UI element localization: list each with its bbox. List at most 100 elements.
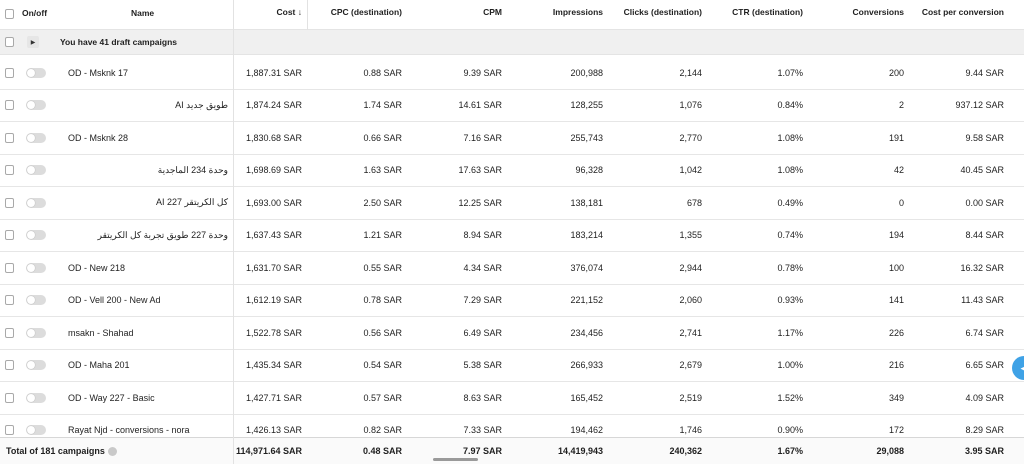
header-cost-per-conversion[interactable]: Cost per conversion (921, 7, 1004, 17)
cell-impressions: 183,214 (570, 230, 603, 241)
header-cpm[interactable]: CPM (483, 7, 502, 17)
cell-cpm: 14.61 SAR (458, 100, 502, 111)
campaign-toggle[interactable] (26, 262, 46, 273)
cell-clicks: 2,770 (679, 132, 702, 143)
campaign-toggle[interactable] (26, 230, 46, 241)
table-row[interactable]: كل الكريتقر AI 227 1,693.00 SAR 2.50 SAR 12… (0, 187, 1024, 220)
table-row[interactable]: OD - Msknk 28 1,830.68 SAR 0.66 SAR 7.16 SA… (0, 122, 1024, 155)
cell-conversions: 200 (888, 67, 904, 78)
campaign-name[interactable]: OD - Msknk 17 (68, 67, 129, 78)
campaign-toggle[interactable] (26, 67, 46, 78)
campaign-name[interactable]: OD - Vell 200 - New Ad (68, 295, 161, 306)
draft-checkbox[interactable] (5, 37, 14, 47)
table-row[interactable]: msakn - Shahad 1,522.78 SAR 0.56 SAR 6.49 S… (0, 317, 1024, 350)
cell-ctr: 1.07% (777, 67, 803, 78)
select-all-checkbox-cell[interactable] (0, 0, 14, 29)
campaign-name[interactable]: OD - Way 227 - Basic (68, 392, 155, 403)
campaign-toggle[interactable] (26, 425, 46, 436)
row-checkbox[interactable] (5, 295, 14, 306)
row-checkbox[interactable] (5, 165, 14, 176)
campaign-name[interactable]: طويق جديد AI (175, 99, 228, 110)
row-checkbox-cell (0, 317, 14, 349)
campaign-toggle[interactable] (26, 360, 46, 371)
cell-cost: 1,637.43 SAR (245, 230, 302, 241)
header-impressions[interactable]: Impressions (552, 7, 603, 17)
cell-cpco: 9.44 SAR (965, 67, 1004, 78)
table-row[interactable]: وحدة 234 الماجدية 1,698.69 SAR 1.63 SAR 17.… (0, 155, 1024, 187)
row-checkbox[interactable] (5, 197, 14, 208)
campaign-name[interactable]: Rayat Njd - conversions - nora (68, 425, 190, 436)
row-checkbox-cell (0, 350, 14, 382)
cell-clicks: 2,060 (679, 295, 702, 306)
info-icon[interactable] (107, 446, 117, 456)
campaign-toggle[interactable] (26, 132, 46, 143)
table-row[interactable]: طويق جديد AI 1,874.24 SAR 1.74 SAR 14.61 SA… (0, 90, 1024, 122)
horizontal-scrollbar[interactable] (433, 458, 478, 461)
total-impressions: 14,419,943 (557, 446, 603, 456)
row-checkbox[interactable] (5, 327, 14, 338)
cell-cpc: 0.88 SAR (363, 67, 402, 78)
cell-clicks: 1,355 (679, 230, 702, 241)
header-clicks[interactable]: Clicks (destination) (623, 7, 702, 17)
campaign-toggle[interactable] (26, 197, 46, 208)
cell-cpco: 11.43 SAR (961, 295, 1004, 306)
header-conversions[interactable]: Conversions (852, 7, 905, 17)
cell-cost: 1,426.13 SAR (245, 425, 302, 436)
table-header: On/off Name Cost ↓ CPC (destination) CPM… (0, 0, 1024, 30)
header-name[interactable]: Name (131, 8, 155, 18)
draft-campaigns-row[interactable]: ▶ You have 41 draft campaigns (0, 30, 1024, 55)
row-toggle-cell (14, 187, 60, 219)
cell-cpm: 7.29 SAR (463, 295, 502, 306)
header-onoff[interactable]: On/off (22, 8, 48, 18)
row-checkbox-cell (0, 285, 14, 317)
table-row[interactable]: OD - Msknk 17 1,887.31 SAR 0.88 SAR 9.39 SA… (0, 57, 1024, 90)
campaign-toggle[interactable] (26, 100, 46, 111)
campaign-name[interactable]: msakn - Shahad (68, 327, 134, 338)
row-checkbox[interactable] (5, 262, 14, 273)
cell-clicks: 1,042 (679, 165, 702, 176)
cell-impressions: 200,988 (570, 67, 603, 78)
total-cost-per-conversion: 3.95 SAR (964, 446, 1004, 456)
header-cpc[interactable]: CPC (destination) (330, 7, 402, 17)
header-ctr[interactable]: CTR (destination) (732, 7, 803, 17)
campaign-toggle[interactable] (26, 295, 46, 306)
campaign-name[interactable]: OD - Maha 201 (68, 360, 130, 371)
campaign-name[interactable]: OD - Msknk 28 (68, 132, 129, 143)
cell-conversions: 216 (888, 360, 904, 371)
row-checkbox-cell (0, 57, 14, 89)
cell-clicks: 2,679 (679, 360, 702, 371)
draft-campaigns-label: You have 41 draft campaigns (60, 37, 177, 47)
cell-cost: 1,522.78 SAR (245, 327, 302, 338)
campaign-name[interactable]: وحدة 234 الماجدية (157, 164, 228, 175)
cell-cpm: 9.39 SAR (463, 67, 502, 78)
campaign-name[interactable]: OD - New 218 (68, 262, 126, 273)
column-divider (307, 0, 308, 30)
header-cost[interactable]: Cost ↓ (276, 7, 303, 17)
table-row[interactable]: وحدة 227 طويق تجربة كل الكريتقر 1,637.43 … (0, 220, 1024, 252)
table-row[interactable]: OD - Maha 201 1,435.34 SAR 0.54 SAR 5.38 SA… (0, 350, 1024, 382)
table-row[interactable]: OD - Way 227 - Basic 1,427.71 SAR 0.57 SAR… (0, 382, 1024, 415)
campaign-toggle[interactable] (26, 392, 46, 403)
row-checkbox[interactable] (5, 392, 14, 403)
cell-cpc: 0.56 SAR (363, 327, 402, 338)
arrow-left-icon[interactable]: ◀ (1012, 356, 1024, 380)
table-row[interactable]: OD - Vell 200 - New Ad 1,612.19 SAR 0.78 S… (0, 285, 1024, 317)
campaign-toggle[interactable] (26, 165, 46, 176)
row-checkbox[interactable] (5, 425, 14, 436)
caret-right-icon[interactable]: ▶ (27, 36, 39, 48)
total-ctr: 1.67% (777, 446, 803, 456)
cell-conversions: 141 (888, 295, 904, 306)
row-checkbox[interactable] (5, 67, 14, 78)
totals-label-cell: Total of 181 campaigns (0, 438, 234, 464)
campaign-toggle[interactable] (26, 327, 46, 338)
row-checkbox[interactable] (5, 100, 14, 111)
column-divider (233, 0, 234, 464)
row-checkbox[interactable] (5, 132, 14, 143)
row-checkbox[interactable] (5, 360, 14, 371)
campaign-name[interactable]: كل الكريتقر AI 227 (155, 197, 228, 208)
row-checkbox-cell (0, 220, 14, 252)
table-row[interactable]: OD - New 218 1,631.70 SAR 0.55 SAR 4.34 SAR… (0, 252, 1024, 285)
select-all-checkbox[interactable] (5, 9, 14, 19)
row-checkbox[interactable] (5, 230, 14, 241)
campaign-name[interactable]: وحدة 227 طويق تجربة كل الكريتقر (97, 229, 228, 240)
